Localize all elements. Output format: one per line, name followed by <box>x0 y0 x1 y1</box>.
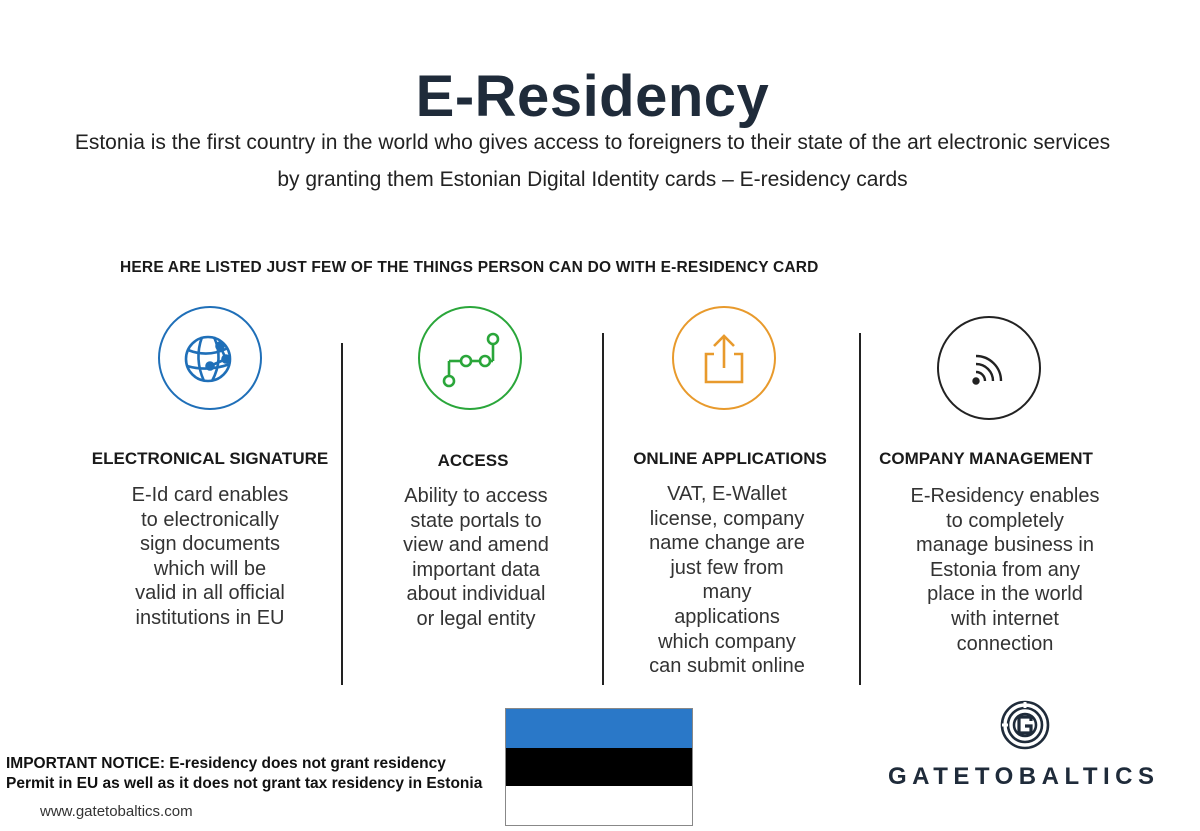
flag-stripe-blue <box>506 709 692 748</box>
desc-line: Ability to access <box>404 485 548 507</box>
upload-share-icon <box>704 334 744 384</box>
desc-line: just few from <box>670 556 784 579</box>
desc-line: VAT, E-Wallet <box>667 483 787 505</box>
feature-desc-company-management: E-Residency enables to completely manage… <box>890 484 1120 656</box>
feature-title-company-management: COMPANY MANAGEMENT <box>879 449 1093 468</box>
desc-line: to completely <box>946 509 1064 532</box>
feature-title-signature: ELECTRONICAL SIGNATURE <box>91 449 329 468</box>
feature-title-access: ACCESS <box>437 451 509 470</box>
estonian-flag <box>505 708 693 826</box>
desc-line: name change are <box>649 532 805 555</box>
desc-line: applications <box>674 605 780 628</box>
feature-title-online-applications: ONLINE APPLICATIONS <box>633 449 827 468</box>
brand-name: GATETOBALTICS <box>888 763 1160 790</box>
desc-line: place in the world <box>927 583 1083 606</box>
section-subheading: HERE ARE LISTED JUST FEW OF THE THINGS P… <box>120 259 819 276</box>
desc-line: valid in all official <box>135 582 285 605</box>
circuit-path-icon <box>442 332 500 388</box>
desc-line: manage business in <box>916 534 1094 557</box>
wireless-signal-icon <box>972 354 1003 385</box>
column-divider <box>859 333 861 685</box>
feature-desc-access: Ability to access state portals to view … <box>376 484 576 632</box>
desc-line: or legal entity <box>416 607 536 630</box>
globe-network-icon <box>184 335 232 383</box>
desc-line: state portals to <box>410 509 542 532</box>
website-link[interactable]: www.gatetobaltics.com <box>40 803 193 820</box>
desc-line: important data <box>412 558 540 581</box>
important-notice-line-1: IMPORTANT NOTICE: E-residency does not g… <box>6 755 446 772</box>
desc-line: which will be <box>153 557 267 580</box>
desc-line: can submit online <box>649 655 805 678</box>
desc-line: sign documents <box>139 533 281 556</box>
desc-line: about individual <box>406 583 546 606</box>
circuit-path-icon-circle <box>418 306 522 410</box>
desc-line: to electronically <box>141 508 279 531</box>
desc-line: connection <box>956 632 1054 655</box>
page-title: E-Residency <box>415 64 770 129</box>
desc-line: license, company <box>649 507 805 530</box>
G-maze-logo <box>1000 700 1050 755</box>
intro-text-line-1: Estonia is the first country in the worl… <box>74 131 1111 154</box>
desc-line: with internet <box>951 607 1059 630</box>
desc-line: E-Id card enables <box>131 484 289 506</box>
flag-stripe-white <box>506 786 692 825</box>
important-notice-line-2: Permit in EU as well as it does not gran… <box>6 775 483 792</box>
desc-line: which company <box>658 630 796 653</box>
wireless-signal-icon-circle <box>937 316 1041 420</box>
globe-network-icon-circle <box>158 306 262 410</box>
column-divider <box>602 333 604 685</box>
desc-line: E-Residency enables <box>910 485 1100 507</box>
intro-text-line-2: by granting them Estonian Digital Identi… <box>277 168 908 191</box>
desc-line: many <box>702 581 752 604</box>
desc-line: institutions in EU <box>135 606 285 629</box>
desc-line: Estonia from any <box>929 558 1081 581</box>
feature-desc-online-applications: VAT, E-Wallet license, company name chan… <box>622 482 832 679</box>
desc-line: view and amend <box>403 534 549 557</box>
column-divider <box>341 343 343 685</box>
flag-stripe-black <box>506 747 692 787</box>
upload-share-icon-circle <box>672 306 776 410</box>
feature-desc-signature: E-Id card enables to electronically sign… <box>110 483 310 631</box>
